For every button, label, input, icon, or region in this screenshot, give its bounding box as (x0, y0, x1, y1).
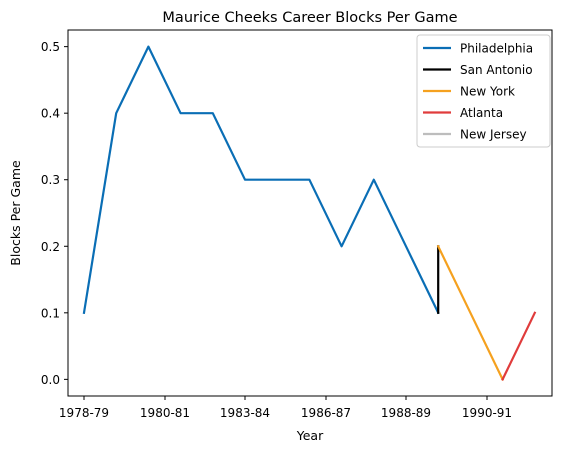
chart-title: Maurice Cheeks Career Blocks Per Game (162, 10, 457, 26)
series-lines (82, 45, 537, 381)
x-axis-label: Year (296, 428, 324, 443)
y-tick-label: 0.0 (41, 373, 60, 387)
x-tick-label: 1983-84 (220, 406, 270, 420)
series-line-new-york (436, 244, 505, 381)
series-line-atlanta (501, 311, 537, 381)
legend-label: Philadelphia (460, 42, 533, 56)
series-line-philadelphia (82, 45, 440, 315)
x-tick-label: 1978-79 (59, 406, 109, 420)
legend-label: New Jersey (460, 128, 527, 142)
legend: Philadelphia San Antonio New York Atlanta Ne… (416, 34, 551, 148)
legend-frame (416, 34, 551, 148)
y-tick-label: 0.3 (41, 173, 60, 187)
y-axis-label: Blocks Per Game (8, 160, 23, 266)
y-tick-label: 0.5 (41, 40, 60, 54)
x-tick-label: 1980-81 (140, 406, 190, 420)
x-tick-label: 1986-87 (301, 406, 351, 420)
y-axis-ticks: 0.0 0.1 0.2 0.3 0.4 0.5 (41, 40, 68, 387)
legend-label: San Antonio (460, 63, 533, 77)
legend-label: Atlanta (460, 106, 503, 120)
y-tick-label: 0.2 (41, 240, 60, 254)
legend-label: New York (460, 85, 515, 99)
plot-frame (67, 29, 553, 397)
x-tick-label: 1988-89 (381, 406, 431, 420)
y-tick-label: 0.4 (41, 107, 60, 121)
x-tick-label: 1990-91 (462, 406, 512, 420)
y-tick-label: 0.1 (41, 306, 60, 320)
x-axis-ticks: 1978-79 1980-81 1983-84 1986-87 1988-89 1990-… (59, 396, 512, 420)
